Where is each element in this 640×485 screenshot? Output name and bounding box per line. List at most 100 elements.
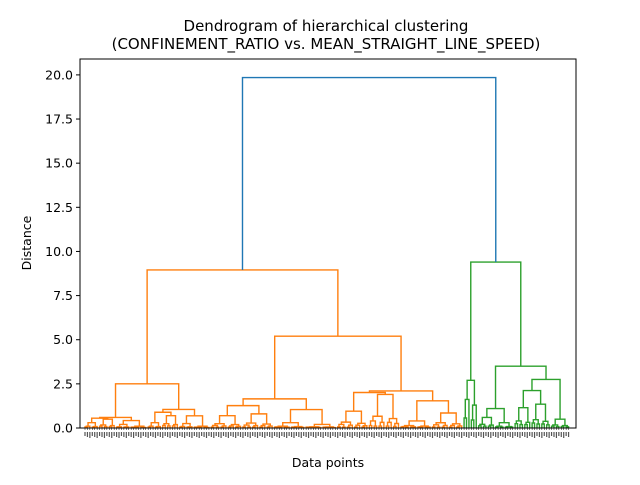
x-leaf-label-glyph [432,432,433,438]
x-leaf-label-glyph [549,432,550,438]
x-leaf-label-glyph [541,432,542,438]
x-leaf-label-glyph [97,432,98,438]
x-leaf-label-glyph [286,432,287,438]
x-leaf-label-glyph [405,432,406,436]
dendrogram-link [525,425,527,428]
x-leaf-label-glyph [199,432,200,438]
x-leaf-label-glyph [296,432,297,436]
dendrogram-link [487,409,504,423]
y-tick-label: 0.0 [53,421,73,436]
x-leaf-label-glyph [230,432,231,436]
x-leaf-label-glyph [471,432,472,436]
x-leaf-label-glyph [303,432,304,436]
x-leaf-label-glyph [408,432,409,437]
x-leaf-label-glyph [264,432,265,438]
x-leaf-label-glyph [463,432,464,436]
x-leaf-label-glyph [223,432,224,436]
x-leaf-label-glyph [167,432,168,437]
dendrogram-link [542,424,544,428]
x-leaf-label-glyph [84,432,85,436]
y-tick-label: 2.5 [53,376,73,391]
x-leaf-label-glyph [155,432,156,438]
x-leaf-label-glyph [451,432,452,437]
x-leaf-label-glyph [320,432,321,437]
x-leaf-label-glyph [182,432,183,437]
x-leaf-label-glyph [434,432,435,436]
x-leaf-label-glyph [417,432,418,438]
x-leaf-label-glyph [206,432,207,438]
x-leaf-label-glyph [233,432,234,437]
x-leaf-label-glyph [483,432,484,438]
x-leaf-label-glyph [456,432,457,436]
x-leaf-label-glyph [162,432,163,438]
x-leaf-label-glyph [357,432,358,437]
x-leaf-label-glyph [284,432,285,437]
x-leaf-label-glyph [116,432,117,437]
dendrogram-link [520,425,522,428]
x-leaf-label-glyph [114,432,115,436]
x-leaf-label-glyph [388,432,389,438]
x-leaf-label-glyph [252,432,253,436]
x-leaf-label-glyph [228,432,229,438]
x-leaf-label-glyph [561,432,562,437]
x-leaf-label-glyph [415,432,416,437]
x-leaf-label-glyph [308,432,309,438]
x-leaf-label-glyph [135,432,136,436]
x-leaf-label-glyph [425,432,426,438]
x-leaf-label-glyph [203,432,204,437]
y-tick-label: 17.5 [45,112,73,127]
x-leaf-label-glyph [359,432,360,438]
dendrogram-link [326,427,333,428]
x-leaf-label-glyph [439,432,440,438]
x-leaf-label-glyph [429,432,430,437]
x-leaf-label-glyph [500,432,501,436]
x-leaf-label-glyph [410,432,411,438]
x-leaf-label-glyph [446,432,447,438]
x-leaf-label-glyph [400,432,401,437]
x-leaf-label-glyph [131,432,132,437]
x-leaf-label-glyph [553,432,554,437]
x-leaf-label-glyph [536,432,537,436]
x-leaf-label-glyph [186,432,187,436]
x-leaf-label-glyph [279,432,280,438]
x-leaf-label-glyph [145,432,146,437]
x-leaf-label-glyph [262,432,263,437]
x-leaf-label-glyph [150,432,151,436]
x-leaf-label-glyph [177,432,178,438]
x-leaf-label-glyph [480,432,481,437]
x-leaf-label-glyph [466,432,467,437]
x-leaf-label-glyph [539,432,540,437]
dendrogram-link [471,262,521,380]
x-leaf-label-glyph [121,432,122,436]
x-leaf-label-glyph [342,432,343,437]
leaf-tick-labels [84,428,569,438]
x-leaf-label-glyph [566,432,567,436]
dendrogram-link [537,424,539,428]
x-leaf-label-glyph [289,432,290,436]
x-leaf-label-glyph [133,432,134,438]
x-leaf-label-glyph [174,432,175,437]
x-leaf-label-glyph [522,432,523,436]
x-leaf-label-glyph [140,432,141,438]
x-leaf-label-glyph [490,432,491,438]
y-tick-label: 10.0 [45,244,73,259]
x-leaf-label-glyph [412,432,413,436]
x-leaf-label-glyph [87,432,88,437]
x-leaf-label-glyph [325,432,326,436]
x-leaf-label-glyph [109,432,110,437]
x-leaf-label-glyph [157,432,158,436]
x-axis-label: Data points [292,455,364,470]
x-leaf-label-glyph [510,432,511,437]
x-leaf-label-glyph [495,432,496,437]
x-leaf-label-glyph [568,432,569,437]
x-leaf-label-glyph [437,432,438,437]
x-leaf-label-glyph [344,432,345,438]
dendrogram-link [464,418,466,428]
x-leaf-label-glyph [298,432,299,437]
x-leaf-label-glyph [313,432,314,437]
dendrogram-link [147,270,338,384]
x-leaf-label-glyph [94,432,95,437]
x-leaf-label-glyph [354,432,355,436]
x-leaf-label-glyph [556,432,557,438]
